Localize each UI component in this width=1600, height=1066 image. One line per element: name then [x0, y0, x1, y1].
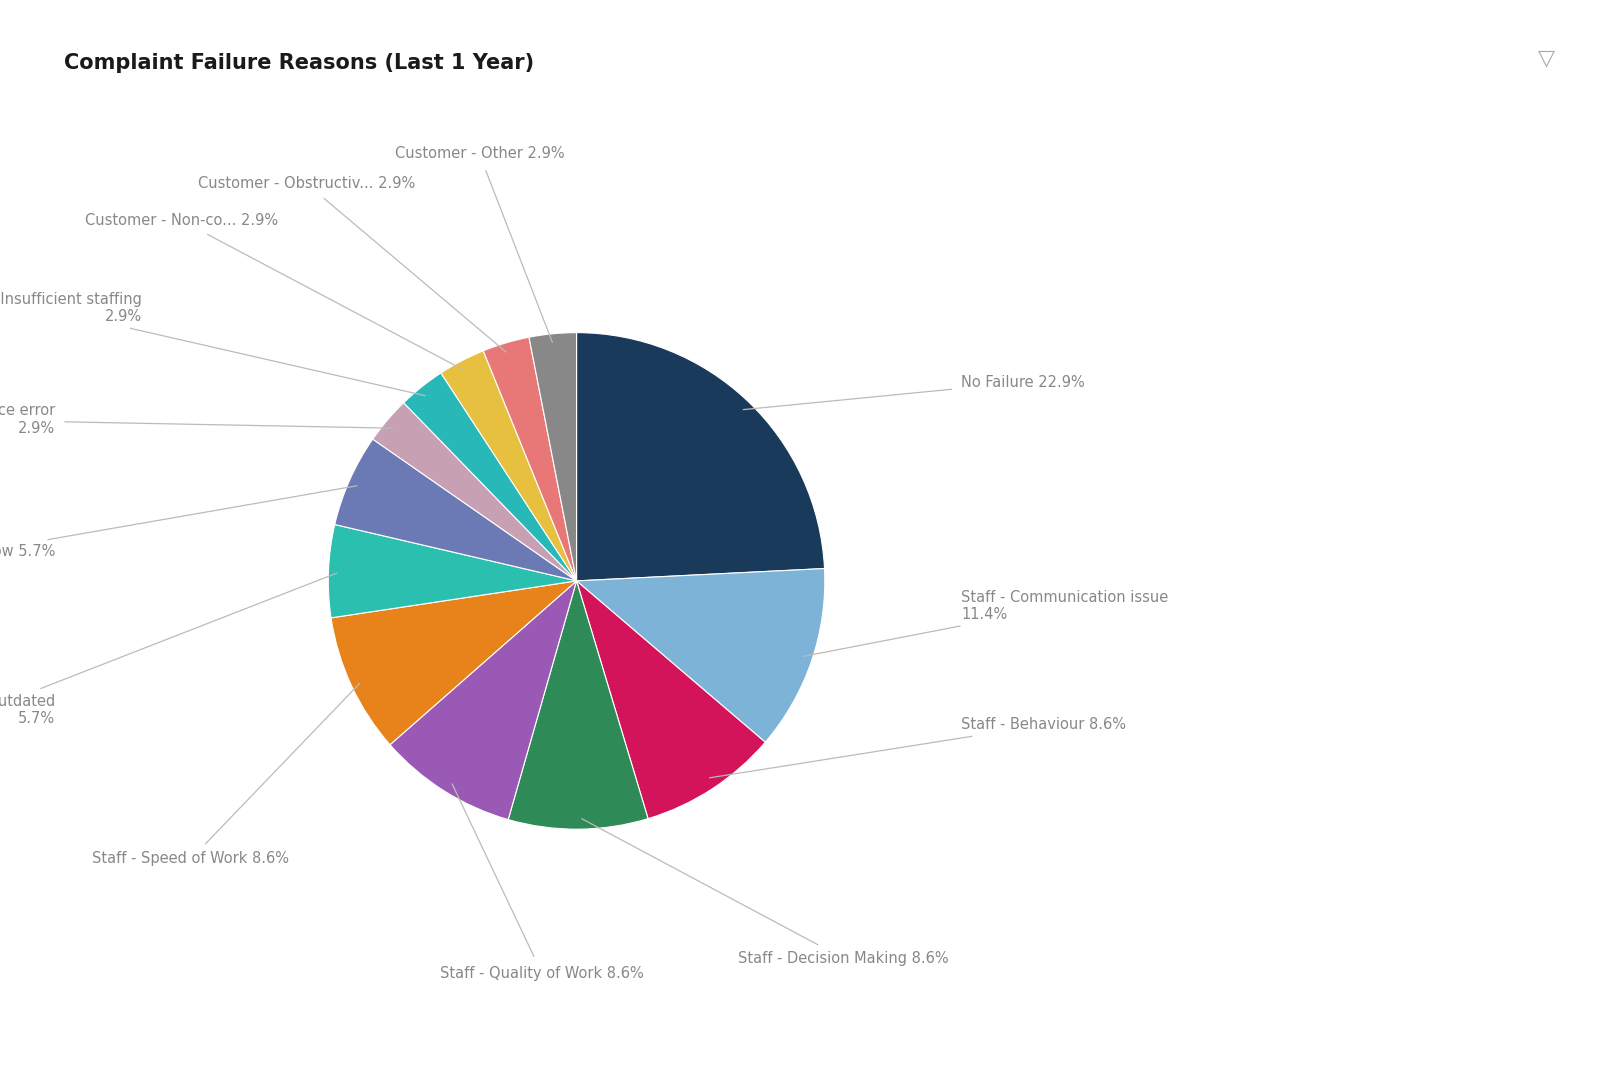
Text: Process - Outdated
5.7%: Process - Outdated 5.7% — [0, 574, 338, 726]
Wedge shape — [442, 351, 576, 581]
Wedge shape — [509, 581, 648, 829]
Text: Staff - Decision Making 8.6%: Staff - Decision Making 8.6% — [582, 819, 949, 966]
Wedge shape — [328, 524, 576, 618]
Wedge shape — [390, 581, 576, 820]
Text: Process - Slow 5.7%: Process - Slow 5.7% — [0, 486, 357, 559]
Wedge shape — [576, 581, 765, 819]
Wedge shape — [576, 568, 826, 742]
Text: Staff - Speed of Work 8.6%: Staff - Speed of Work 8.6% — [93, 683, 360, 867]
Text: Admin - Correspondence error
2.9%: Admin - Correspondence error 2.9% — [0, 403, 392, 436]
Text: ▽: ▽ — [1538, 48, 1555, 68]
Text: No Failure 22.9%: No Failure 22.9% — [744, 375, 1085, 409]
Text: Staff - Behaviour 8.6%: Staff - Behaviour 8.6% — [709, 717, 1126, 778]
Wedge shape — [334, 439, 576, 581]
Text: Staff - Quality of Work 8.6%: Staff - Quality of Work 8.6% — [440, 784, 643, 981]
Wedge shape — [373, 403, 576, 581]
Wedge shape — [483, 337, 576, 581]
Text: Customer - Obstructiv... 2.9%: Customer - Obstructiv... 2.9% — [198, 176, 506, 352]
Text: Admin - Insufficient staffing
2.9%: Admin - Insufficient staffing 2.9% — [0, 292, 426, 395]
Text: Customer - Non-co... 2.9%: Customer - Non-co... 2.9% — [85, 213, 464, 370]
Text: Customer - Other 2.9%: Customer - Other 2.9% — [395, 146, 565, 342]
Text: Staff - Communication issue
11.4%: Staff - Communication issue 11.4% — [803, 589, 1168, 657]
Wedge shape — [576, 333, 824, 581]
Wedge shape — [403, 373, 576, 581]
Text: Complaint Failure Reasons (Last 1 Year): Complaint Failure Reasons (Last 1 Year) — [64, 53, 534, 74]
Wedge shape — [530, 333, 576, 581]
Wedge shape — [331, 581, 576, 745]
